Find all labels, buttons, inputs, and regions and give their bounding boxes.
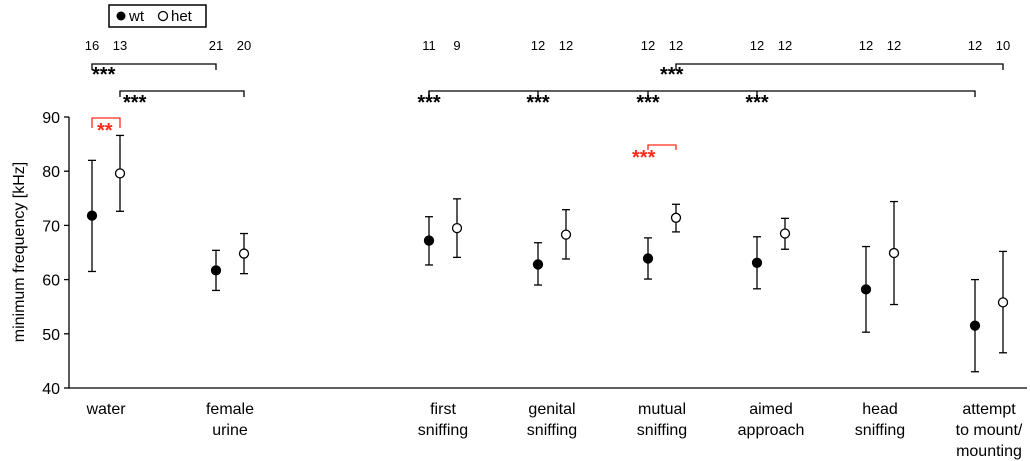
significance-stars: *** bbox=[636, 92, 660, 114]
legend-wt-marker bbox=[116, 11, 126, 21]
sample-size-label: 13 bbox=[113, 38, 127, 53]
sample-size-label: 12 bbox=[968, 38, 982, 53]
legend-box bbox=[108, 4, 207, 28]
x-category-label: sniffing bbox=[855, 422, 905, 439]
y-tick-label: 40 bbox=[42, 381, 60, 398]
y-tick-label: 80 bbox=[42, 164, 60, 181]
significance-bracket bbox=[647, 144, 677, 150]
x-category-label: approach bbox=[738, 422, 805, 439]
legend-het-label: het bbox=[171, 8, 193, 25]
data-point-het bbox=[670, 212, 682, 223]
data-point-het bbox=[779, 228, 791, 239]
x-category-label: mounting bbox=[956, 443, 1022, 460]
sample-size-label: 12 bbox=[669, 38, 683, 53]
data-point-wt bbox=[969, 320, 981, 331]
sample-size-label: 12 bbox=[750, 38, 764, 53]
significance-stars: *** bbox=[660, 64, 684, 86]
x-category-label: to mount/ bbox=[956, 422, 1023, 439]
sample-size-label: 12 bbox=[778, 38, 792, 53]
y-axis-title: minimum frequency [kHz] bbox=[11, 162, 28, 343]
x-category-label: attempt bbox=[962, 401, 1016, 418]
data-point-het bbox=[451, 222, 463, 234]
data-point-wt bbox=[751, 257, 763, 268]
y-tick-label: 60 bbox=[42, 273, 60, 290]
sample-size-label: 12 bbox=[531, 38, 545, 53]
data-point-wt bbox=[860, 284, 872, 295]
sample-size-label: 12 bbox=[859, 38, 873, 53]
significance-stars: *** bbox=[92, 64, 116, 86]
sample-size-label: 12 bbox=[641, 38, 655, 53]
data-point-het bbox=[888, 247, 900, 259]
sample-size-label: 16 bbox=[85, 38, 99, 53]
sample-size-label: 20 bbox=[237, 38, 251, 53]
sample-size-label: 10 bbox=[996, 38, 1010, 53]
legend-wt-label: wt bbox=[128, 8, 145, 25]
x-category-label: urine bbox=[212, 422, 248, 439]
data-point-wt bbox=[210, 265, 222, 276]
sample-size-label: 21 bbox=[209, 38, 223, 53]
significance-bracket bbox=[91, 117, 121, 128]
significance-stars: *** bbox=[632, 147, 656, 169]
x-category-label: aimed bbox=[749, 401, 793, 418]
x-category-label: sniffing bbox=[637, 422, 687, 439]
data-point-het bbox=[114, 168, 126, 179]
significance-stars: ** bbox=[97, 120, 113, 142]
y-tick-label: 90 bbox=[42, 110, 60, 127]
significance-stars: *** bbox=[745, 92, 769, 114]
x-category-label: sniffing bbox=[527, 422, 577, 439]
x-category-label: sniffing bbox=[418, 422, 468, 439]
significance-bracket bbox=[675, 63, 1004, 70]
data-point-wt bbox=[532, 259, 544, 270]
data-point-het bbox=[997, 297, 1009, 308]
x-category-label: water bbox=[85, 401, 126, 418]
y-tick-label: 70 bbox=[42, 218, 60, 235]
data-point-wt bbox=[423, 235, 435, 246]
data-point-het bbox=[238, 248, 250, 259]
sample-size-label: 12 bbox=[559, 38, 573, 53]
y-tick-label: 50 bbox=[42, 327, 60, 344]
sample-size-label: 11 bbox=[422, 38, 436, 53]
x-category-label: head bbox=[862, 401, 898, 418]
significance-bracket bbox=[428, 90, 976, 97]
x-category-label: genital bbox=[528, 401, 575, 418]
legend: wt het bbox=[108, 4, 207, 28]
significance-stars: *** bbox=[417, 92, 441, 114]
data-point-wt bbox=[642, 253, 654, 264]
significance-stars: *** bbox=[123, 92, 147, 114]
significance-bracket bbox=[119, 90, 245, 97]
x-category-label: female bbox=[206, 401, 254, 418]
significance-bracket bbox=[91, 63, 217, 70]
significance-stars: *** bbox=[526, 92, 550, 114]
sample-size-label: 9 bbox=[453, 38, 460, 53]
x-category-label: mutual bbox=[638, 401, 686, 418]
legend-het-marker bbox=[157, 10, 169, 22]
sample-size-label: 12 bbox=[887, 38, 901, 53]
x-category-label: first bbox=[430, 401, 456, 418]
data-point-het bbox=[560, 229, 572, 240]
data-point-wt bbox=[86, 210, 98, 221]
